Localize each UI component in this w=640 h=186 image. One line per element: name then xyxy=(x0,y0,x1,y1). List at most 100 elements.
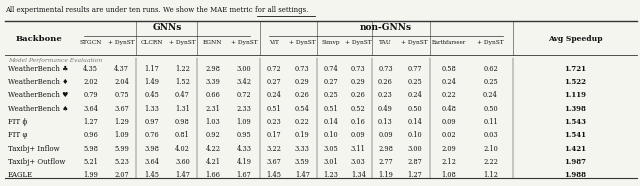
Text: 2.10: 2.10 xyxy=(483,145,498,153)
Text: 0.95: 0.95 xyxy=(237,131,252,139)
Text: 1.987: 1.987 xyxy=(564,158,586,166)
Text: 2.02: 2.02 xyxy=(83,78,98,86)
Text: 5.99: 5.99 xyxy=(114,145,129,153)
Text: 5.98: 5.98 xyxy=(83,145,98,153)
Text: 0.10: 0.10 xyxy=(323,131,338,139)
Text: 0.24: 0.24 xyxy=(407,91,422,99)
Text: 0.97: 0.97 xyxy=(145,118,159,126)
Text: 0.09: 0.09 xyxy=(378,131,393,139)
Text: 1.45: 1.45 xyxy=(266,171,282,179)
Text: 0.27: 0.27 xyxy=(266,78,281,86)
Text: 4.21: 4.21 xyxy=(205,158,220,166)
Text: 0.24: 0.24 xyxy=(266,91,281,99)
Text: 0.19: 0.19 xyxy=(295,131,310,139)
Text: 1.398: 1.398 xyxy=(564,105,586,113)
Text: 3.64: 3.64 xyxy=(83,105,98,113)
Text: 0.50: 0.50 xyxy=(407,105,422,113)
Text: 2.04: 2.04 xyxy=(114,78,129,86)
Text: 0.26: 0.26 xyxy=(295,91,310,99)
Text: 2.12: 2.12 xyxy=(442,158,456,166)
Text: Taxibj+ Inflow: Taxibj+ Inflow xyxy=(8,145,60,153)
Text: 0.75: 0.75 xyxy=(115,91,129,99)
Text: 0.47: 0.47 xyxy=(175,91,189,99)
Text: 3.42: 3.42 xyxy=(237,78,252,86)
Text: 0.74: 0.74 xyxy=(323,65,338,73)
Text: 0.23: 0.23 xyxy=(378,91,393,99)
Text: 0.16: 0.16 xyxy=(351,118,365,126)
Text: 0.17: 0.17 xyxy=(266,131,281,139)
Text: Backbone: Backbone xyxy=(16,35,63,43)
Text: 3.39: 3.39 xyxy=(205,78,220,86)
Text: + DynST: + DynST xyxy=(108,40,135,45)
Text: + DynST: + DynST xyxy=(169,40,196,45)
Text: 3.67: 3.67 xyxy=(115,105,129,113)
Text: 0.66: 0.66 xyxy=(205,91,220,99)
Text: ViT: ViT xyxy=(269,40,279,45)
Text: 1.31: 1.31 xyxy=(175,105,190,113)
Text: 4.35: 4.35 xyxy=(83,65,98,73)
Text: 1.49: 1.49 xyxy=(145,78,159,86)
Text: Avg Speedup: Avg Speedup xyxy=(548,35,602,43)
Text: 2.98: 2.98 xyxy=(378,145,393,153)
Text: 0.48: 0.48 xyxy=(442,105,456,113)
Text: 0.73: 0.73 xyxy=(351,65,365,73)
Text: 0.52: 0.52 xyxy=(351,105,365,113)
Text: EAGLE: EAGLE xyxy=(8,171,33,179)
Text: 3.33: 3.33 xyxy=(295,145,310,153)
Text: 0.25: 0.25 xyxy=(483,78,498,86)
Text: 1.47: 1.47 xyxy=(175,171,190,179)
Text: All experimental results are under ten runs. We show the MAE metric for all sett: All experimental results are under ten r… xyxy=(4,6,308,14)
Text: 2.22: 2.22 xyxy=(483,158,498,166)
Text: 0.73: 0.73 xyxy=(378,65,393,73)
Text: 0.50: 0.50 xyxy=(483,105,498,113)
Text: EGNN: EGNN xyxy=(203,40,223,45)
Text: TAU: TAU xyxy=(379,40,392,45)
Text: 3.60: 3.60 xyxy=(175,158,189,166)
Text: 2.07: 2.07 xyxy=(115,171,129,179)
Text: 1.19: 1.19 xyxy=(378,171,393,179)
Text: 0.62: 0.62 xyxy=(483,65,498,73)
Text: 0.11: 0.11 xyxy=(483,118,498,126)
Text: 0.72: 0.72 xyxy=(266,65,281,73)
Text: 1.45: 1.45 xyxy=(145,171,159,179)
Text: 2.87: 2.87 xyxy=(407,158,422,166)
Text: 4.37: 4.37 xyxy=(114,65,129,73)
Text: 0.10: 0.10 xyxy=(407,131,422,139)
Text: 0.98: 0.98 xyxy=(175,118,189,126)
Text: 0.54: 0.54 xyxy=(295,105,310,113)
Text: 0.51: 0.51 xyxy=(266,105,281,113)
Text: 3.59: 3.59 xyxy=(295,158,310,166)
Text: 3.03: 3.03 xyxy=(351,158,365,166)
Text: 3.00: 3.00 xyxy=(237,65,252,73)
Text: 0.26: 0.26 xyxy=(378,78,393,86)
Text: WeatherBench ♦: WeatherBench ♦ xyxy=(8,78,68,86)
Text: non-GNNs: non-GNNs xyxy=(360,23,412,32)
Text: Model Performance Evaluation: Model Performance Evaluation xyxy=(8,58,102,63)
Text: 0.22: 0.22 xyxy=(442,91,456,99)
Text: 1.421: 1.421 xyxy=(564,145,586,153)
Text: Earthfarseer: Earthfarseer xyxy=(432,40,466,45)
Text: 0.14: 0.14 xyxy=(323,118,338,126)
Text: 0.03: 0.03 xyxy=(483,131,498,139)
Text: + DynST: + DynST xyxy=(345,40,372,45)
Text: 2.98: 2.98 xyxy=(205,65,220,73)
Text: 0.27: 0.27 xyxy=(323,78,338,86)
Text: 0.58: 0.58 xyxy=(442,65,456,73)
Text: 1.23: 1.23 xyxy=(323,171,338,179)
Text: 1.67: 1.67 xyxy=(237,171,252,179)
Text: 0.76: 0.76 xyxy=(145,131,159,139)
Text: FIT ϕ: FIT ϕ xyxy=(8,118,27,126)
Text: 0.72: 0.72 xyxy=(237,91,252,99)
Text: 1.09: 1.09 xyxy=(115,131,129,139)
Text: 1.543: 1.543 xyxy=(564,118,586,126)
Text: 2.77: 2.77 xyxy=(378,158,393,166)
Text: 0.26: 0.26 xyxy=(351,91,365,99)
Text: 1.47: 1.47 xyxy=(295,171,310,179)
Text: 0.29: 0.29 xyxy=(295,78,310,86)
Text: 2.33: 2.33 xyxy=(237,105,252,113)
Text: 3.05: 3.05 xyxy=(323,145,338,153)
Text: 0.77: 0.77 xyxy=(407,65,422,73)
Text: 1.33: 1.33 xyxy=(145,105,159,113)
Text: CLCRN: CLCRN xyxy=(141,40,163,45)
Text: 1.522: 1.522 xyxy=(564,78,586,86)
